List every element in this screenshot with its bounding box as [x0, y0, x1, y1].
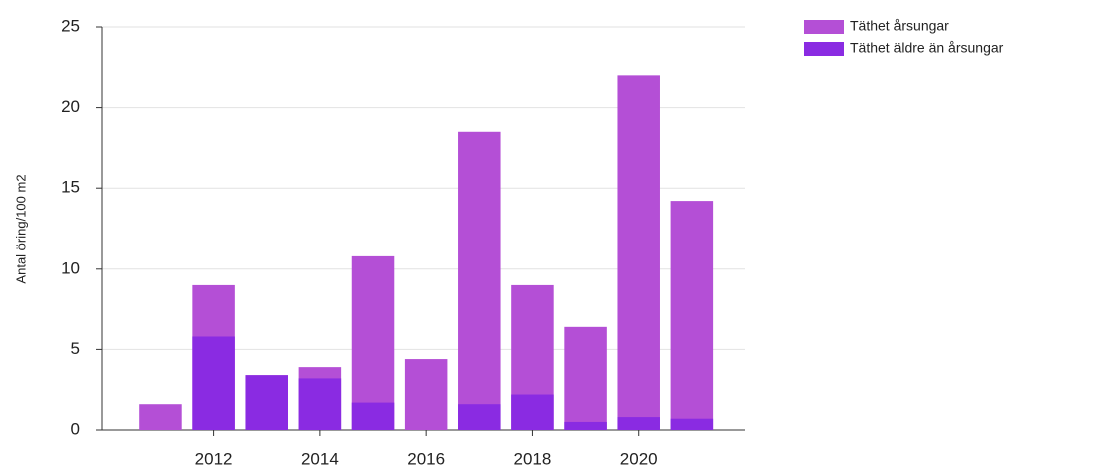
x-tick-label: 2020: [620, 449, 658, 468]
bar: [670, 418, 714, 430]
legend-swatch: [804, 20, 844, 34]
bar: [617, 417, 660, 430]
legend-label: Täthet äldre än årsungar: [850, 40, 1004, 56]
bar: [511, 394, 554, 430]
x-tick-label: 2018: [514, 449, 552, 468]
bar: [298, 378, 342, 430]
bar: [564, 421, 607, 430]
bar: [670, 201, 714, 430]
bar: [458, 131, 501, 430]
y-tick-label: 10: [61, 258, 80, 277]
y-tick-label: 5: [71, 339, 80, 358]
bar: [351, 402, 395, 430]
y-tick-label: 0: [71, 419, 80, 438]
y-tick-label: 15: [61, 178, 80, 197]
bar: [245, 375, 288, 430]
x-tick-label: 2016: [407, 449, 445, 468]
y-tick-label: 25: [61, 16, 80, 35]
bar: [139, 404, 182, 430]
y-axis-label: Antal öring/100 m2: [13, 174, 28, 283]
bar: [617, 75, 660, 431]
bar: [458, 404, 501, 430]
bar: [404, 359, 448, 430]
bar: [351, 255, 395, 430]
bar: [564, 326, 607, 430]
x-tick-label: 2014: [301, 449, 339, 468]
y-tick-label: 20: [61, 97, 80, 116]
legend-swatch: [804, 42, 844, 56]
x-tick-label: 2012: [195, 449, 233, 468]
bar: [192, 336, 235, 430]
legend-label: Täthet årsungar: [850, 18, 949, 34]
